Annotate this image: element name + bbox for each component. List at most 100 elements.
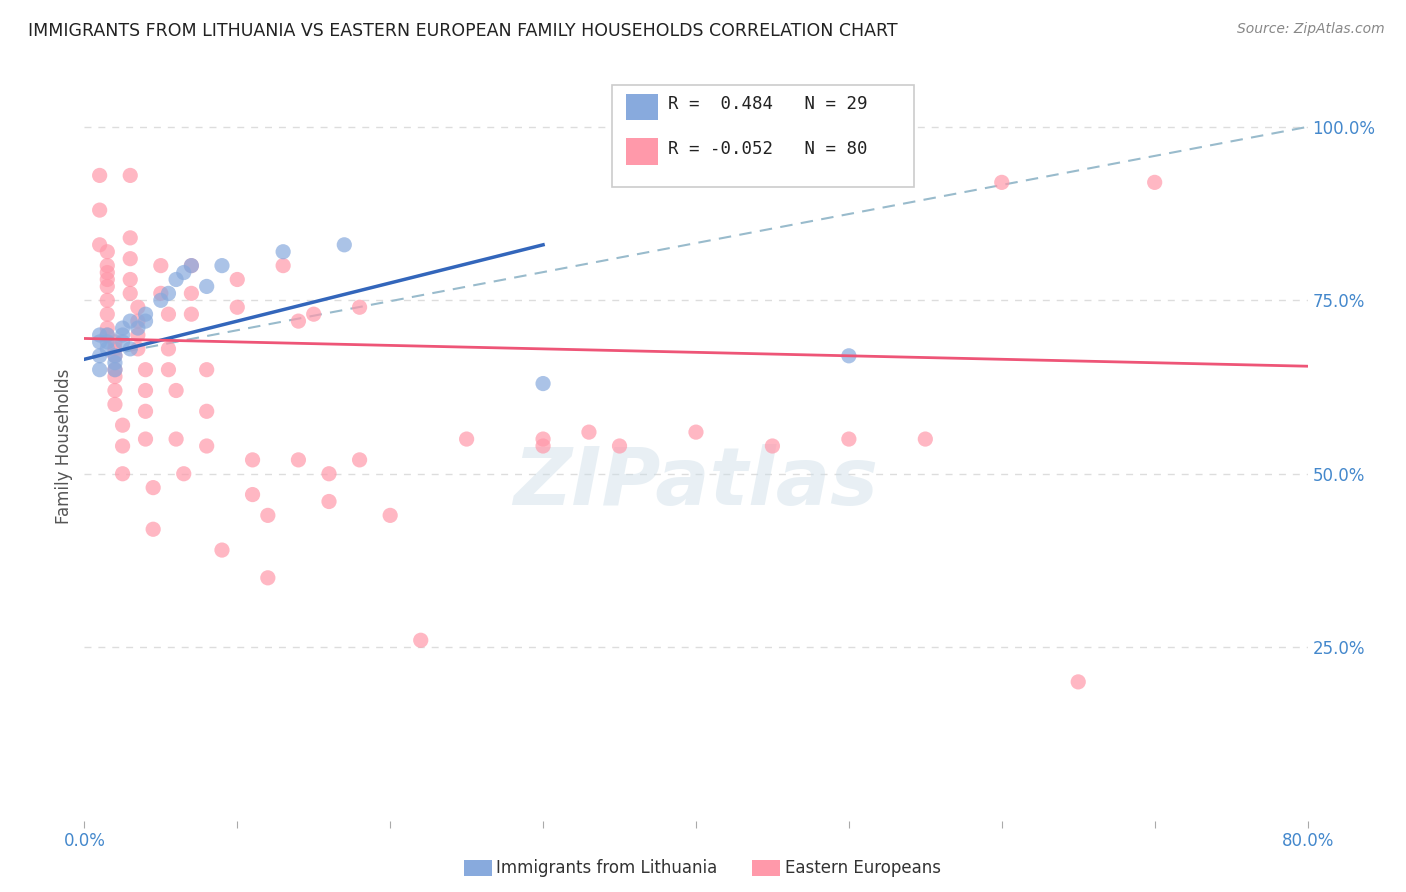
Point	[531, 376, 554, 391]
Point	[242, 487, 264, 501]
Point	[195, 404, 218, 418]
Point	[349, 300, 371, 314]
Point	[104, 349, 127, 363]
Point	[120, 286, 142, 301]
Point	[1143, 175, 1166, 189]
Point	[531, 439, 554, 453]
Point	[120, 342, 142, 356]
Text: Eastern Europeans: Eastern Europeans	[785, 859, 941, 877]
Point	[135, 307, 157, 321]
Text: R =  0.484   N = 29: R = 0.484 N = 29	[668, 95, 868, 113]
Point	[135, 432, 157, 446]
Point	[165, 384, 187, 398]
Point	[242, 453, 264, 467]
Point	[157, 307, 180, 321]
Point	[111, 439, 134, 453]
Point	[409, 633, 432, 648]
Point	[111, 418, 134, 433]
Point	[195, 439, 218, 453]
Point	[127, 342, 149, 356]
Point	[111, 321, 134, 335]
Point	[157, 362, 180, 376]
Point	[287, 314, 309, 328]
Point	[120, 252, 142, 266]
Text: ZIPatlas: ZIPatlas	[513, 444, 879, 523]
Point	[173, 467, 195, 481]
Point	[838, 432, 860, 446]
Point	[165, 432, 187, 446]
Point	[318, 494, 340, 508]
Point	[127, 300, 149, 314]
Point	[104, 334, 127, 349]
Point	[142, 522, 165, 536]
Point	[104, 369, 127, 384]
Point	[149, 286, 172, 301]
Point	[195, 279, 218, 293]
Point	[96, 279, 118, 293]
Point	[914, 432, 936, 446]
Point	[96, 266, 118, 280]
Point	[135, 362, 157, 376]
Point	[104, 362, 127, 376]
Point	[89, 328, 111, 343]
Point	[96, 334, 118, 349]
Text: Immigrants from Lithuania: Immigrants from Lithuania	[496, 859, 717, 877]
Point	[104, 349, 127, 363]
Point	[135, 404, 157, 418]
Y-axis label: Family Households: Family Households	[55, 368, 73, 524]
Point	[89, 349, 111, 363]
Point	[96, 272, 118, 286]
Point	[120, 231, 142, 245]
Point	[685, 425, 707, 439]
Point	[578, 425, 600, 439]
Point	[318, 467, 340, 481]
Point	[180, 259, 202, 273]
Point	[180, 307, 202, 321]
Point	[257, 571, 280, 585]
Point	[1067, 674, 1090, 689]
Point	[195, 362, 218, 376]
Point	[104, 397, 127, 411]
Point	[104, 362, 127, 376]
Point	[120, 314, 142, 328]
Point	[104, 342, 127, 356]
Point	[111, 334, 134, 349]
Point	[96, 244, 118, 259]
Point	[96, 342, 118, 356]
Point	[96, 328, 118, 343]
Point	[111, 328, 134, 343]
Point	[456, 432, 478, 446]
Point	[104, 384, 127, 398]
Point	[349, 453, 371, 467]
Point	[761, 439, 783, 453]
Point	[89, 169, 111, 183]
Point	[271, 259, 294, 273]
Point	[180, 259, 202, 273]
Point	[287, 453, 309, 467]
Point	[120, 272, 142, 286]
Point	[991, 175, 1014, 189]
Point	[89, 334, 111, 349]
Point	[380, 508, 402, 523]
Text: IMMIGRANTS FROM LITHUANIA VS EASTERN EUROPEAN FAMILY HOUSEHOLDS CORRELATION CHAR: IMMIGRANTS FROM LITHUANIA VS EASTERN EUR…	[28, 22, 898, 40]
Point	[89, 362, 111, 376]
Point	[89, 237, 111, 252]
Point	[149, 259, 172, 273]
Point	[165, 272, 187, 286]
Point	[127, 328, 149, 343]
Point	[157, 286, 180, 301]
Point	[142, 481, 165, 495]
Point	[180, 286, 202, 301]
Point	[257, 508, 280, 523]
Point	[120, 169, 142, 183]
Point	[96, 293, 118, 308]
Point	[149, 293, 172, 308]
Point	[96, 259, 118, 273]
Point	[127, 314, 149, 328]
Point	[135, 314, 157, 328]
Point	[226, 300, 249, 314]
Point	[531, 432, 554, 446]
Text: Source: ZipAtlas.com: Source: ZipAtlas.com	[1237, 22, 1385, 37]
Point	[96, 307, 118, 321]
Point	[609, 439, 631, 453]
